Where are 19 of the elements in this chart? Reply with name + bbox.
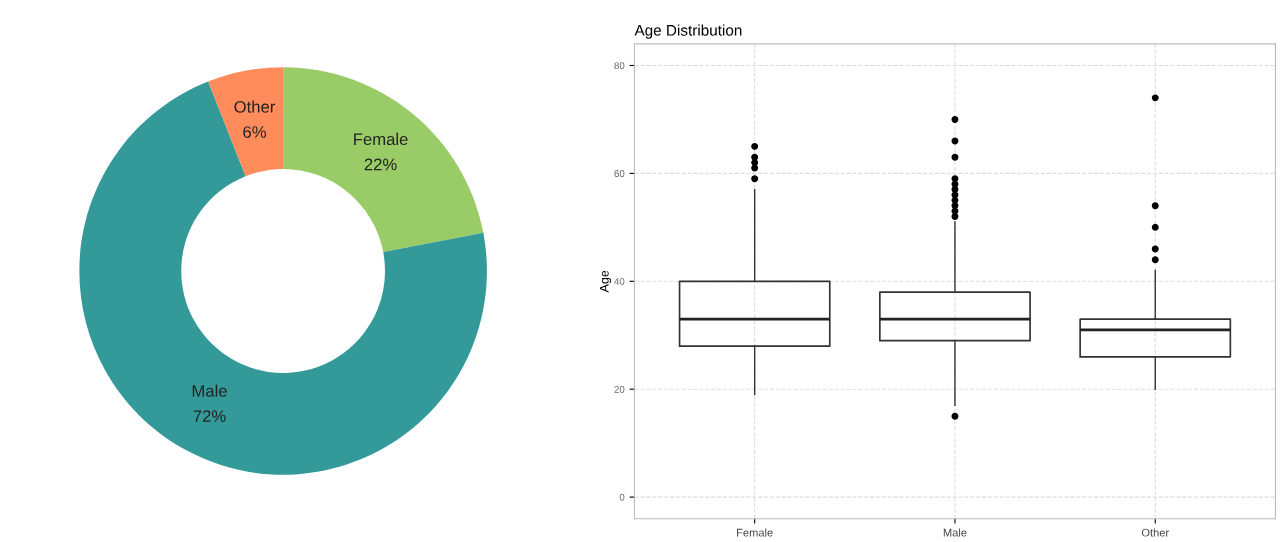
y-tick-label: 20 bbox=[614, 385, 625, 393]
data-label: 6% bbox=[243, 126, 266, 138]
x-tick-label: Female bbox=[737, 528, 773, 537]
data-label: 72% bbox=[193, 410, 226, 422]
chart-title: Age Distribution bbox=[634, 24, 742, 39]
x-tick-label: Other bbox=[1141, 528, 1169, 537]
slice-label: Female bbox=[354, 132, 408, 146]
data-label: 22% bbox=[364, 158, 397, 171]
donut-slice bbox=[79, 81, 487, 475]
y-tick-label: 60 bbox=[614, 170, 625, 178]
y-tick-label: 40 bbox=[614, 278, 625, 285]
x-tick-label: Male bbox=[943, 528, 967, 537]
donut-slice bbox=[283, 67, 484, 252]
y-tick-label: 0 bbox=[619, 493, 625, 501]
y-axis-title: Age bbox=[599, 270, 612, 293]
y-tick-label: 80 bbox=[614, 62, 625, 70]
donut-slice bbox=[208, 67, 284, 177]
slice-label: Male bbox=[192, 384, 227, 397]
slice-label: Other bbox=[234, 100, 276, 113]
